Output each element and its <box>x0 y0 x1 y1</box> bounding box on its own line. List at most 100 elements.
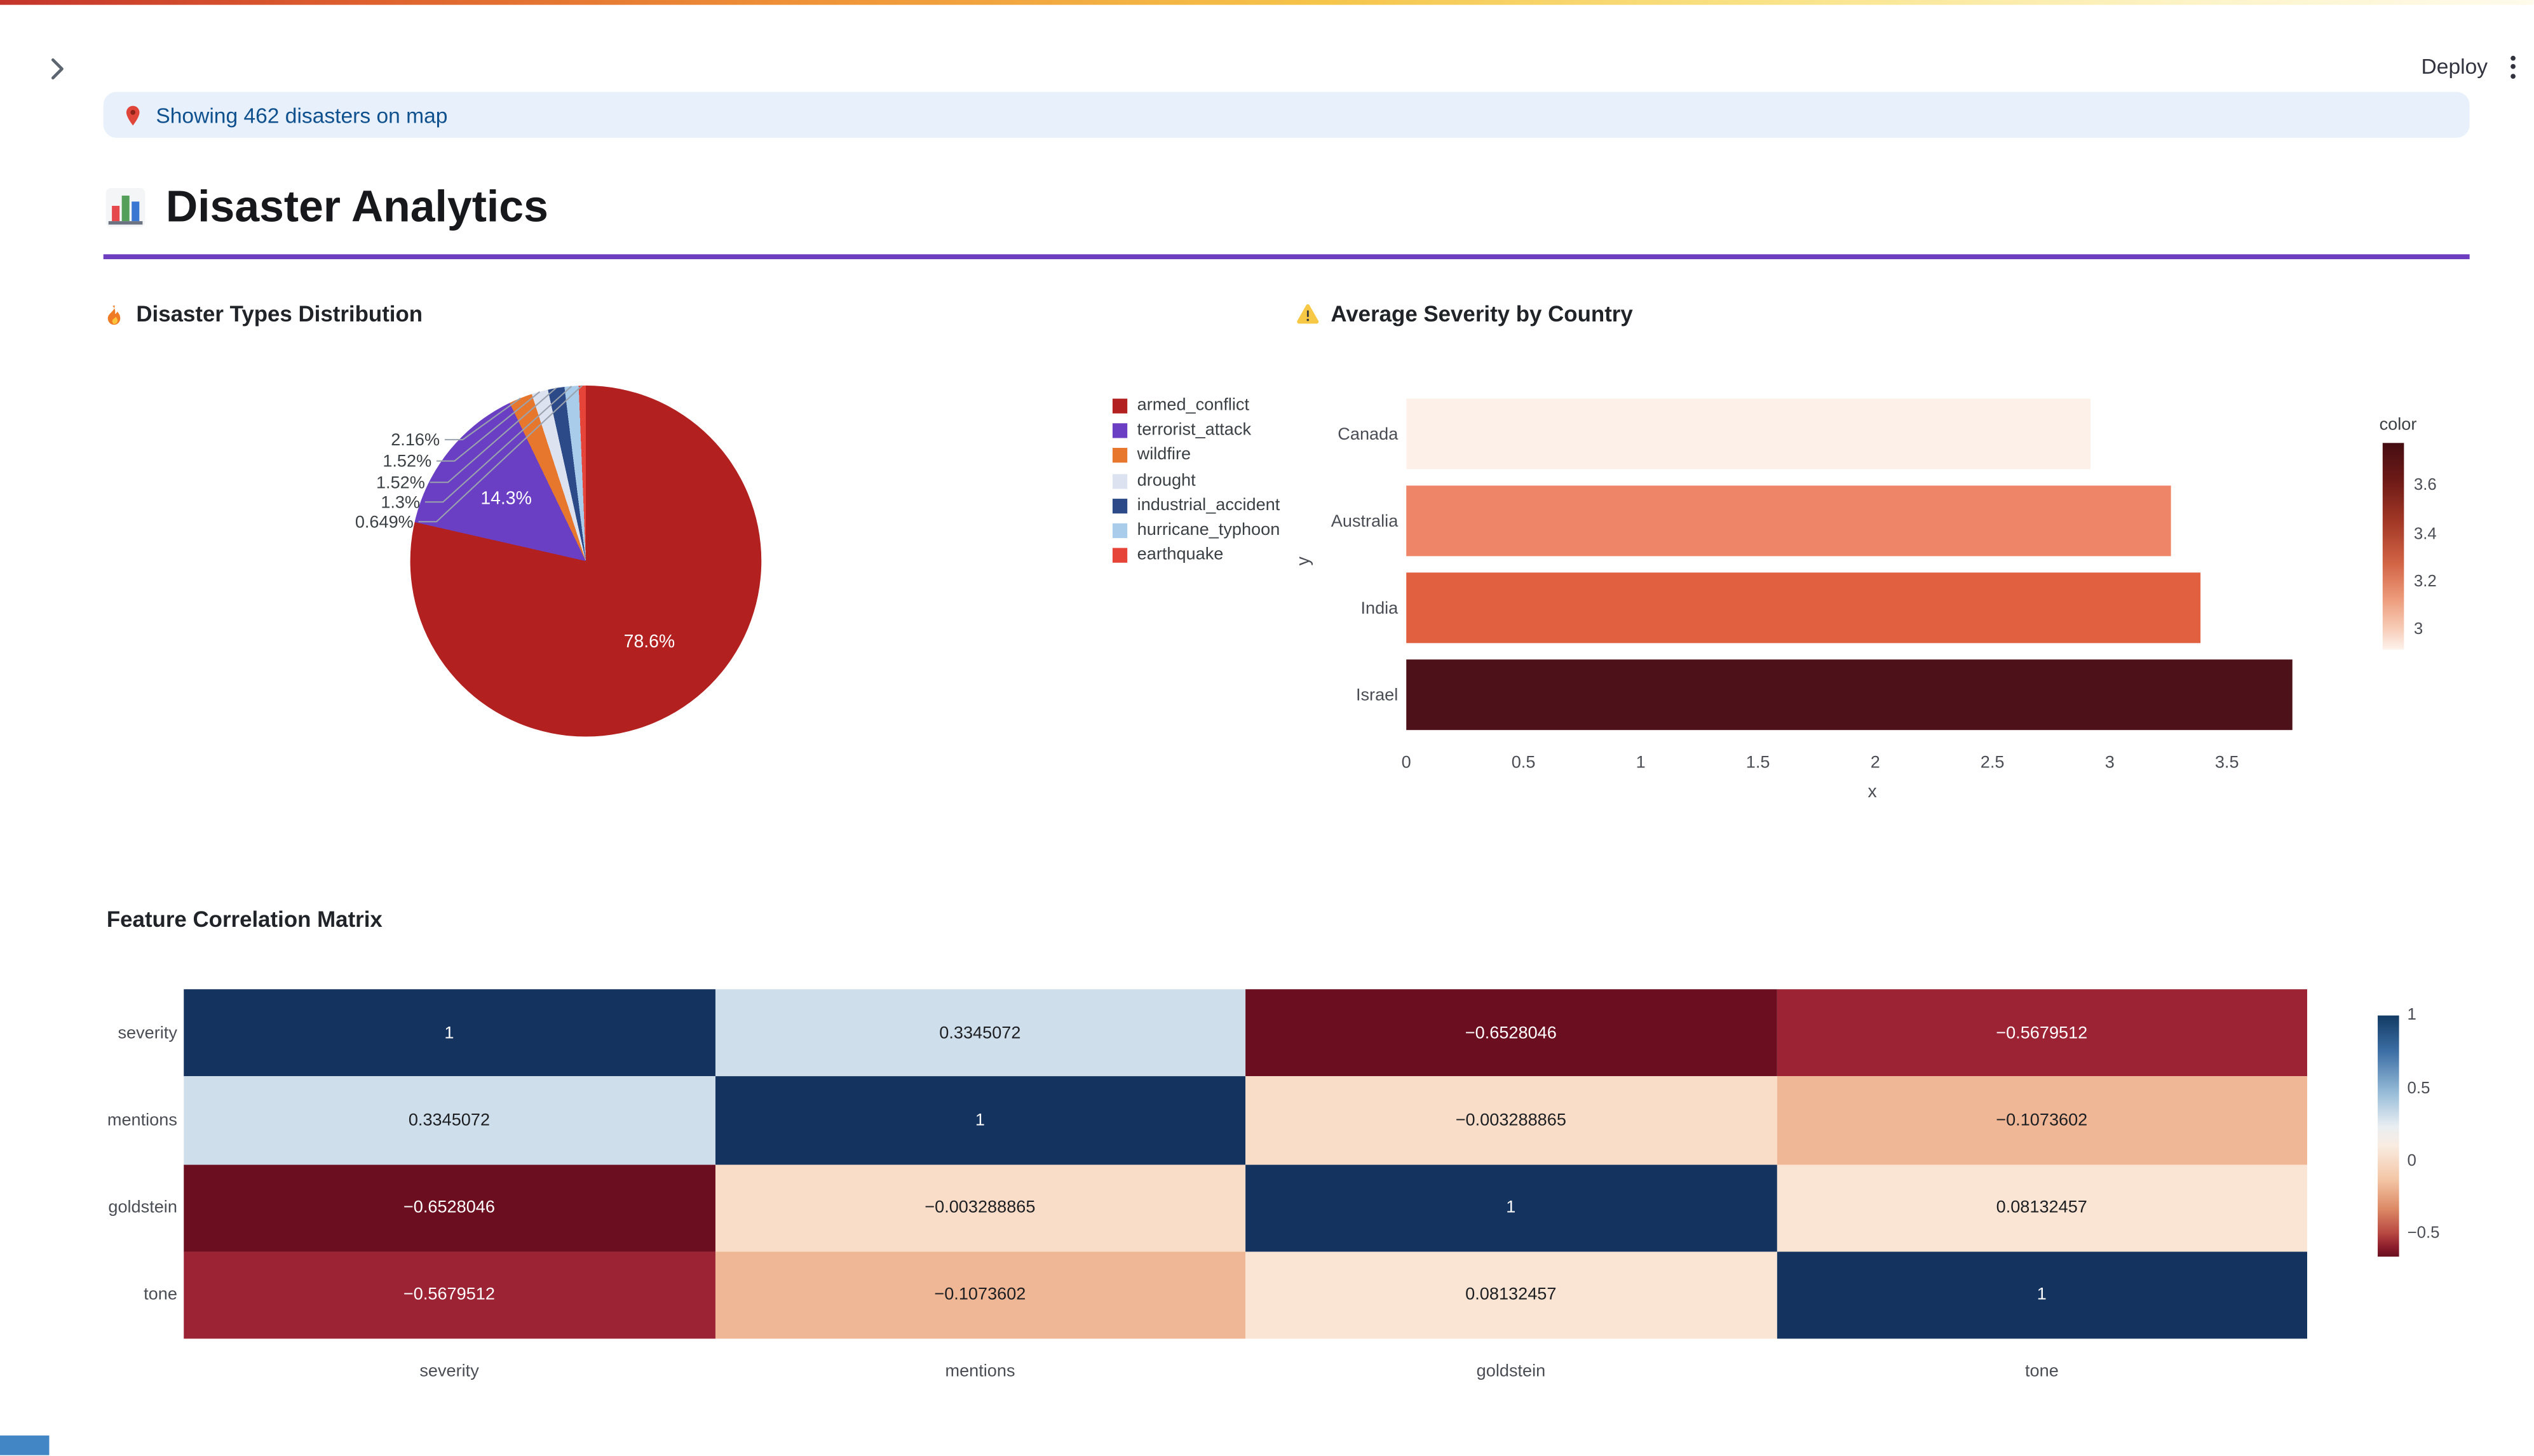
map-fragment[interactable] <box>0 1435 50 1455</box>
sidebar-expand-button[interactable] <box>39 51 76 87</box>
legend-label: armed_conflict <box>1137 395 1250 415</box>
bar[interactable] <box>1406 572 2202 644</box>
svg-text:1.52%: 1.52% <box>376 472 425 492</box>
heatmap-cell[interactable]: 0.08132457 <box>1245 1251 1777 1339</box>
legend-swatch <box>1112 423 1128 439</box>
legend-item[interactable]: wildfire <box>1112 446 1280 464</box>
legend-item[interactable]: earthquake <box>1112 544 1280 565</box>
legend-item[interactable]: armed_conflict <box>1112 395 1280 415</box>
heatmap-cell[interactable]: −0.5679512 <box>184 1251 715 1339</box>
bar[interactable] <box>1406 659 2293 731</box>
bar-section-title-text: Average Severity by Country <box>1331 302 1633 327</box>
svg-text:2.16%: 2.16% <box>391 429 440 449</box>
bar-x-tick: 0.5 <box>1511 753 1536 773</box>
legend-label: drought <box>1137 470 1196 490</box>
legend-label: hurricane_typhoon <box>1137 520 1280 540</box>
heatmap-col-label: tone <box>2025 1361 2059 1382</box>
bar-x-tick: 0 <box>1401 753 1411 773</box>
bar-colorbar-tick: 3.4 <box>2413 525 2437 544</box>
heatmap-col-label: mentions <box>945 1361 1015 1382</box>
legend-swatch <box>1112 473 1128 489</box>
svg-text:1.52%: 1.52% <box>383 451 431 471</box>
heatmap-row-label: tone <box>144 1285 177 1305</box>
heatmap-cell[interactable]: −0.003288865 <box>714 1164 1246 1251</box>
pie-graphic[interactable] <box>410 385 762 737</box>
heatmap-cell[interactable]: −0.5679512 <box>1776 989 2307 1077</box>
legend-label: industrial_accident <box>1137 495 1280 515</box>
heatmap-row-label: mentions <box>107 1110 177 1131</box>
legend-swatch <box>1112 498 1128 513</box>
bar-category-label: Israel <box>1355 685 1399 705</box>
bar-colorbar <box>2382 443 2404 650</box>
heatmap-colorbar-tick: 0.5 <box>2407 1079 2430 1098</box>
bar-x-tick: 1.5 <box>1745 753 1770 773</box>
page-title-text: Disaster Analytics <box>165 182 548 232</box>
kebab-menu-icon[interactable] <box>2499 51 2525 82</box>
heatmap-title: Feature Correlation Matrix <box>106 907 383 932</box>
heatmap-cell[interactable]: 0.08132457 <box>1776 1164 2307 1251</box>
legend-label: terrorist_attack <box>1137 420 1252 440</box>
bar-category-label: India <box>1360 598 1399 618</box>
page-title: Disaster Analytics <box>104 174 548 239</box>
pie-section-title-text: Disaster Types Distribution <box>136 302 423 327</box>
heatmap-cell[interactable]: −0.1073602 <box>714 1251 1246 1339</box>
legend-item[interactable]: terrorist_attack <box>1112 420 1280 440</box>
svg-text:1.3%: 1.3% <box>381 492 420 511</box>
legend-swatch <box>1112 448 1128 464</box>
pie-chart[interactable]: 78.6% 14.3% 2.16% 1.52% 1.52% 1.3% 0.649% arme… <box>104 333 1289 812</box>
bar-x-tick: 1 <box>1636 753 1646 773</box>
heatmap-cell[interactable]: 1 <box>1776 1251 2307 1339</box>
decoration-bar <box>0 0 2534 5</box>
warning-icon <box>1296 304 1319 325</box>
pie-section-title: Disaster Types Distribution <box>104 302 423 327</box>
bar-section-title: Average Severity by Country <box>1296 302 1633 327</box>
heatmap-colorbar-tick: −0.5 <box>2407 1225 2440 1244</box>
legend-item[interactable]: drought <box>1112 470 1280 490</box>
bar-colorbar-title: color <box>2379 415 2417 435</box>
bar-colorbar-tick: 3.2 <box>2413 573 2437 591</box>
bar-y-axis-label: y <box>1294 556 1314 566</box>
heatmap-cell[interactable]: 1 <box>184 989 715 1077</box>
pin-icon <box>123 104 143 126</box>
bar-chart-icon <box>104 185 148 229</box>
heatmap-colorbar-tick: 1 <box>2407 1006 2416 1025</box>
legend-item[interactable]: hurricane_typhoon <box>1112 520 1280 540</box>
heatmap-cell[interactable]: 1 <box>714 1076 1246 1164</box>
info-banner: Showing 462 disasters on map <box>103 91 2470 138</box>
deploy-button[interactable]: Deploy <box>2421 54 2488 79</box>
heatmap-cell[interactable]: 0.3345072 <box>184 1076 715 1164</box>
heatmap-row-label: goldstein <box>108 1197 177 1218</box>
heatmap-grid: 1 0.3345072 −0.6528046 −0.5679512 0.3345072 1… <box>184 989 2307 1339</box>
bar[interactable] <box>1406 398 2091 469</box>
heatmap-cell[interactable]: −0.003288865 <box>1245 1076 1777 1164</box>
heatmap-col-label: severity <box>419 1361 479 1382</box>
heatmap-row-label: severity <box>118 1023 177 1043</box>
heatmap-cell[interactable]: −0.6528046 <box>184 1164 715 1251</box>
bar-category-label: Australia <box>1331 511 1399 531</box>
heatmap-cell[interactable]: −0.6528046 <box>1245 989 1777 1077</box>
bar-x-tick: 2.5 <box>1980 753 2005 773</box>
heatmap-colorbar <box>2378 1015 2399 1257</box>
heatmap-colorbar-tick: 0 <box>2407 1152 2416 1171</box>
bar-x-tick: 3.5 <box>2214 753 2239 773</box>
bar-chart[interactable]: color y x Canada Australia India Israel 0 0.5… <box>1294 333 2469 825</box>
heatmap-cell[interactable]: 1 <box>1245 1164 1777 1251</box>
svg-text:0.649%: 0.649% <box>355 511 414 531</box>
flame-icon <box>104 302 125 325</box>
bar-colorbar-tick: 3.6 <box>2413 477 2437 495</box>
bar[interactable] <box>1406 485 2171 556</box>
info-banner-text: Showing 462 disasters on map <box>156 102 448 128</box>
bar-colorbar-tick: 3 <box>2413 621 2423 640</box>
legend-swatch <box>1112 548 1128 563</box>
pie-legend: armed_conflict terrorist_attack wildfire dr… <box>1112 395 1280 565</box>
legend-swatch <box>1112 398 1128 414</box>
heatmap-cell[interactable]: −0.1073602 <box>1776 1076 2307 1164</box>
legend-label: earthquake <box>1137 544 1224 565</box>
heatmap-chart[interactable]: 1 0.3345072 −0.6528046 −0.5679512 0.3345072 1… <box>104 989 2470 1399</box>
legend-item[interactable]: industrial_accident <box>1112 495 1280 515</box>
app-header: Deploy <box>0 4 2534 91</box>
bar-x-axis-label: x <box>1867 782 1877 802</box>
legend-swatch <box>1112 523 1128 538</box>
heatmap-cell[interactable]: 0.3345072 <box>714 989 1246 1077</box>
